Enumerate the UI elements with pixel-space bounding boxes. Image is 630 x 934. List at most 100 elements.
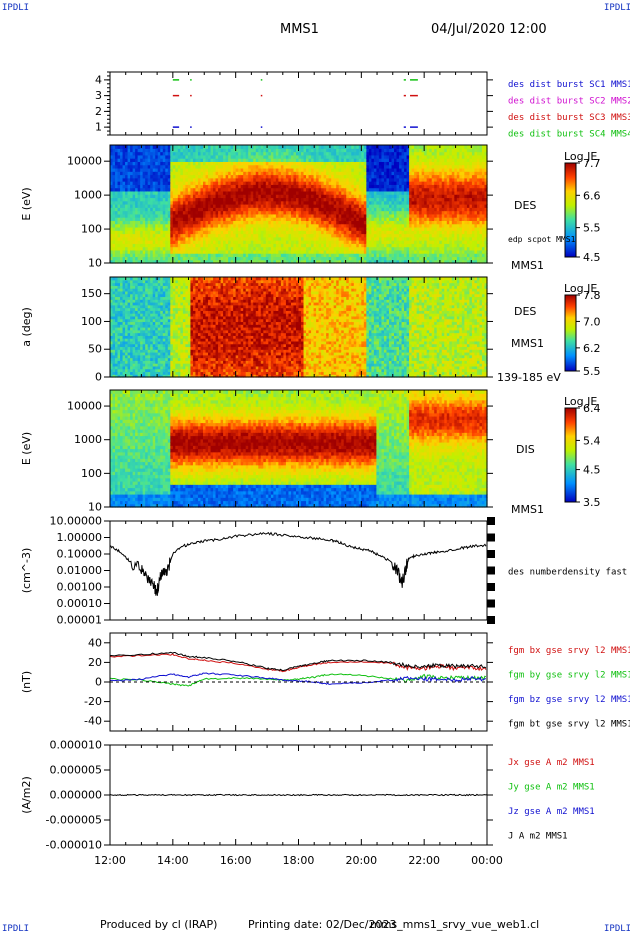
des-energy-cell xyxy=(436,226,440,231)
des-energy-cell xyxy=(210,246,214,251)
des-energy-cell xyxy=(306,233,310,238)
des-energy-cell xyxy=(401,213,405,218)
des-energy-cell xyxy=(328,164,332,169)
des-energy-cell xyxy=(371,154,375,159)
des-energy-cell xyxy=(210,158,214,162)
des-energy-cell xyxy=(449,177,453,182)
des-energy-cell xyxy=(346,207,350,212)
des-energy-cell xyxy=(323,233,327,238)
des-energy-cell xyxy=(190,253,194,258)
des-energy-cell xyxy=(285,226,290,231)
des-energy-cell xyxy=(391,249,395,254)
des-energy-cell xyxy=(301,249,305,254)
des-energy-cell xyxy=(157,204,161,208)
des-energy-cell xyxy=(316,171,320,176)
des-energy-cell xyxy=(192,181,197,185)
des-energy-cell xyxy=(215,167,219,172)
des-energy-cell xyxy=(401,210,405,215)
des-energy-cell xyxy=(228,194,232,199)
des-energy-cell xyxy=(197,220,202,225)
des-energy-cell xyxy=(167,164,171,169)
des-energy-cell xyxy=(280,236,285,241)
des-energy-cell xyxy=(175,164,179,169)
des-energy-cell xyxy=(341,246,345,251)
des-energy-cell xyxy=(323,259,327,264)
des-energy-cell xyxy=(306,217,310,221)
des-energy-cell xyxy=(177,190,181,195)
des-energy-cell xyxy=(110,167,114,172)
des-energy-cell xyxy=(112,210,116,215)
burst-legend-3: des dist burst SC3 MMS3 xyxy=(508,113,630,123)
des-energy-cell xyxy=(366,243,370,248)
des-energy-cell xyxy=(215,187,219,192)
des-energy-cell xyxy=(306,259,310,264)
des-energy-cell xyxy=(426,154,430,159)
des-energy-cell xyxy=(192,164,197,169)
des-energy-cell xyxy=(376,210,380,215)
des-energy-cell xyxy=(170,174,174,179)
des-energy-cell xyxy=(120,210,124,215)
des-energy-cell xyxy=(401,167,405,172)
des-energy-cell xyxy=(162,223,166,228)
des-energy-cell xyxy=(386,184,390,189)
des-energy-cell xyxy=(358,161,362,166)
des-energy-cell xyxy=(122,194,126,199)
burst-ytick-label-0: 1 xyxy=(95,121,102,134)
des-energy-cell xyxy=(316,145,320,149)
des-energy-cell xyxy=(373,213,378,218)
des-energy-cell xyxy=(426,204,430,208)
des-energy-cell xyxy=(416,204,420,208)
des-energy-cell xyxy=(253,158,257,162)
des-energy-cell xyxy=(371,197,375,202)
des-energy-cell xyxy=(223,220,227,225)
des-energy-cell xyxy=(295,220,300,225)
des-energy-cell xyxy=(346,253,350,258)
des-energy-cell xyxy=(301,259,305,264)
des-energy-cell xyxy=(172,200,176,205)
des-energy-cell xyxy=(416,197,420,202)
des-energy-cell xyxy=(356,200,360,205)
des-energy-cell xyxy=(366,259,370,264)
des-energy-cell xyxy=(351,226,355,231)
des-energy-cell xyxy=(152,217,156,221)
des-energy-cell xyxy=(270,167,274,172)
des-energy-cell xyxy=(368,177,372,182)
des-energy-cell xyxy=(177,177,181,182)
des-energy-cell xyxy=(132,190,136,195)
des-energy-cell xyxy=(205,167,209,172)
des-energy-cell xyxy=(446,246,450,251)
des-energy-cell xyxy=(326,233,330,238)
des-energy-cell xyxy=(303,181,307,185)
des-energy-cell xyxy=(333,154,337,159)
des-energy-cell xyxy=(436,233,440,238)
des-energy-cell xyxy=(381,145,385,149)
des-energy-cell xyxy=(341,220,345,225)
des-energy-cell xyxy=(230,181,234,185)
des-energy-cell xyxy=(248,233,252,238)
des-energy-cell xyxy=(243,151,247,156)
des-energy-cell xyxy=(356,243,360,248)
des-energy-cell xyxy=(301,243,305,248)
des-energy-cell xyxy=(356,184,360,189)
des-energy-cell xyxy=(328,223,332,228)
des-energy-cell xyxy=(376,174,380,179)
des-energy-cell xyxy=(208,151,212,156)
des-energy-cell xyxy=(346,190,350,195)
des-energy-cell xyxy=(137,184,141,189)
des-energy-cell xyxy=(404,200,408,205)
des-energy-cell xyxy=(208,200,212,205)
des-energy-cell xyxy=(311,151,315,156)
des-energy-cell xyxy=(187,184,192,189)
des-energy-cell xyxy=(205,151,209,156)
des-energy-cell xyxy=(200,151,204,156)
des-energy-cell xyxy=(192,151,197,156)
des-energy-cell xyxy=(373,240,378,244)
des-energy-cell xyxy=(399,236,403,241)
des-energy-cell xyxy=(240,217,244,221)
des-energy-cell xyxy=(368,226,372,231)
des-energy-cell xyxy=(235,223,239,228)
des-energy-cell xyxy=(434,158,438,162)
des-energy-cell xyxy=(265,151,269,156)
des-energy-cell xyxy=(233,181,237,185)
